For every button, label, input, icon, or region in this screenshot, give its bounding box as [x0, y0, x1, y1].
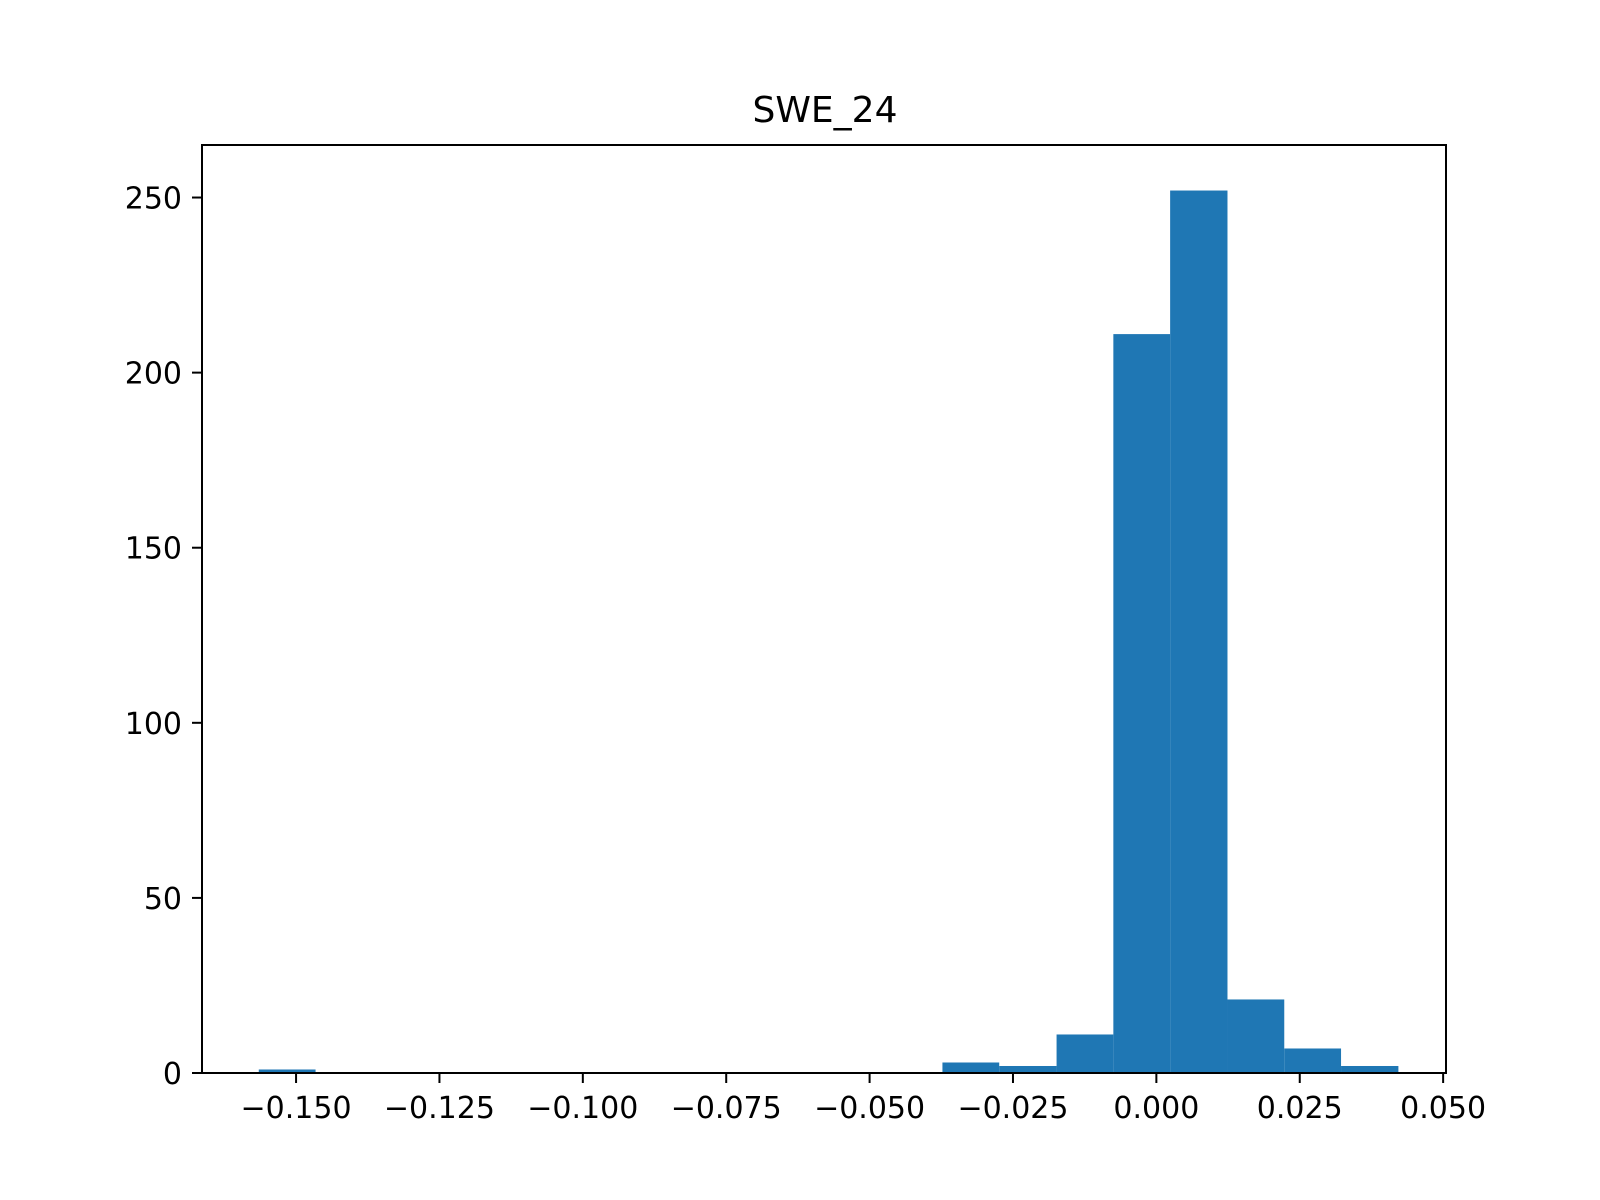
- histogram-bar: [1056, 1034, 1114, 1073]
- chart-title: SWE_24: [752, 90, 897, 131]
- x-tick-label: 0.050: [1400, 1091, 1486, 1126]
- y-axis-ticks: 0 50 100 150 200 250: [125, 182, 202, 1092]
- x-tick-label: −0.050: [814, 1091, 925, 1126]
- x-tick-label: −0.125: [384, 1091, 495, 1126]
- axes-frame: [201, 144, 1447, 1074]
- x-tick-label: −0.100: [527, 1091, 638, 1126]
- x-tick-label: −0.150: [241, 1091, 352, 1126]
- y-tick-label: 250: [125, 182, 182, 217]
- histogram-bar: [942, 1062, 1000, 1073]
- histogram-bar: [1113, 334, 1171, 1073]
- y-tick-label: 50: [144, 882, 182, 917]
- y-tick-label: 100: [125, 707, 182, 742]
- x-tick-label: 0.000: [1113, 1091, 1199, 1126]
- histogram-bar: [999, 1065, 1057, 1073]
- x-tick-label: −0.075: [671, 1091, 782, 1126]
- y-tick-label: 0: [163, 1057, 182, 1092]
- x-axis-ticks: −0.150 −0.125 −0.100 −0.075 −0.050 −0.025 0.00…: [241, 1073, 1486, 1126]
- histogram-bar: [258, 1069, 316, 1073]
- bars-group: [258, 190, 1399, 1073]
- histogram-bar: [1227, 999, 1285, 1073]
- y-tick-label: 200: [125, 357, 182, 392]
- y-tick-label: 150: [125, 532, 182, 567]
- histogram-bar: [1284, 1048, 1342, 1073]
- histogram-bar: [1170, 190, 1228, 1073]
- x-tick-label: −0.025: [957, 1091, 1068, 1126]
- histogram-bar: [1341, 1065, 1399, 1073]
- x-tick-label: 0.025: [1257, 1091, 1343, 1126]
